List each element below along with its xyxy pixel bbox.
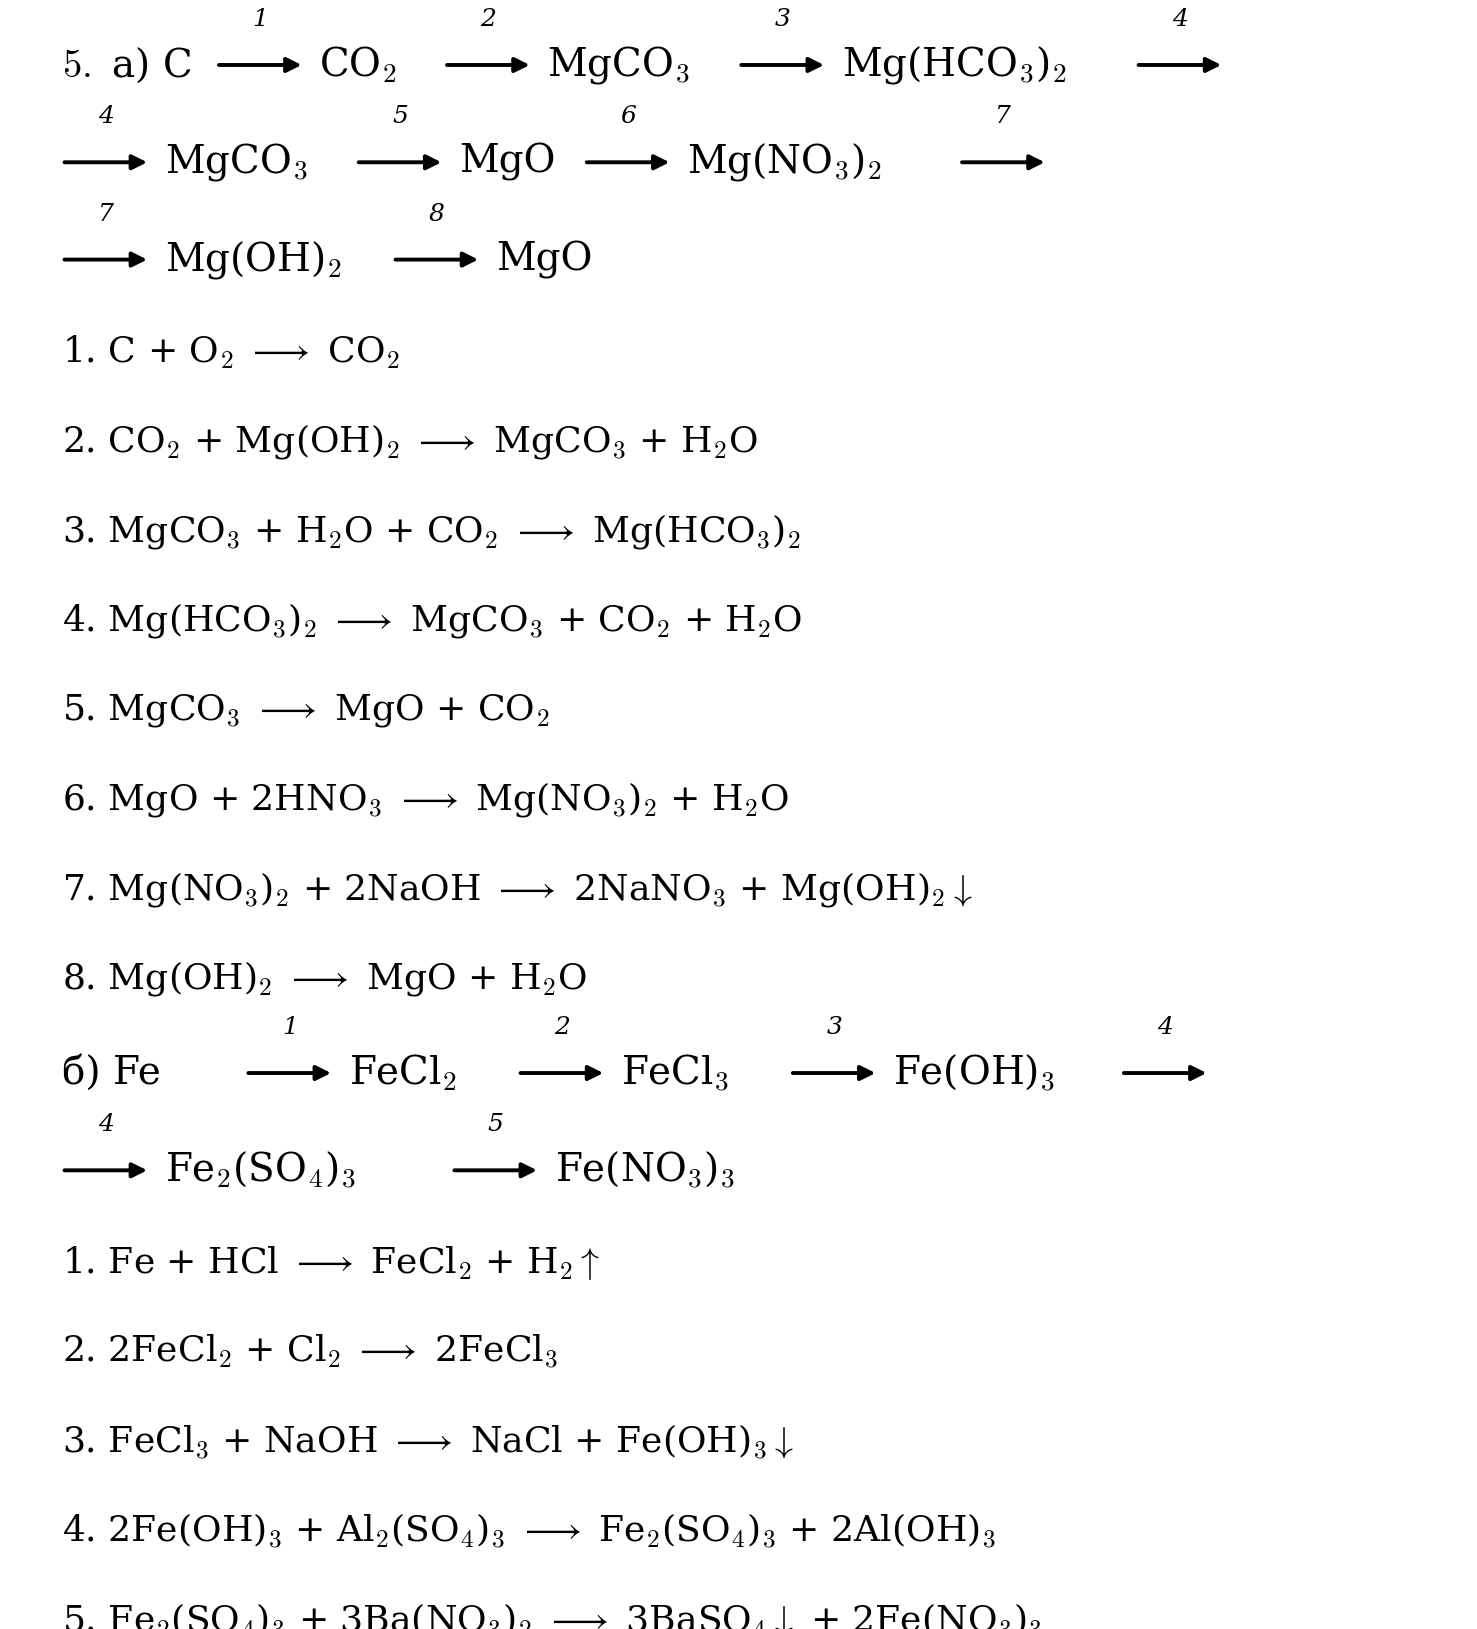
Text: MgCO$_3$: MgCO$_3$ [164, 142, 307, 184]
Text: 3: 3 [775, 8, 790, 31]
Text: 5: 5 [391, 106, 408, 129]
Text: 1: 1 [253, 8, 269, 31]
Text: 6. MgO + 2HNO$_3$ $\longrightarrow$ Mg(NO$_3$)$_2$ + H$_2$O: 6. MgO + 2HNO$_3$ $\longrightarrow$ Mg(N… [62, 780, 789, 819]
Text: 5: 5 [487, 1113, 504, 1137]
Text: 4: 4 [97, 106, 114, 129]
Text: FeCl$_3$: FeCl$_3$ [620, 1052, 730, 1093]
Text: 5. Fe$_2$(SO$_4$)$_3$ + 3Ba(NO$_3$)$_2$ $\longrightarrow$ 3BaSO$_4\downarrow$ + : 5. Fe$_2$(SO$_4$)$_3$ + 3Ba(NO$_3$)$_2$ … [62, 1601, 1043, 1629]
Text: MgCO$_3$: MgCO$_3$ [546, 44, 690, 86]
Text: FeCl$_2$: FeCl$_2$ [349, 1052, 456, 1093]
Text: 7: 7 [995, 106, 1012, 129]
Text: 4. Mg(HCO$_3$)$_2$ $\longrightarrow$ MgCO$_3$ + CO$_2$ + H$_2$O: 4. Mg(HCO$_3$)$_2$ $\longrightarrow$ MgC… [62, 601, 802, 640]
Text: 8. Mg(OH)$_2$ $\longrightarrow$ MgO + H$_2$O: 8. Mg(OH)$_2$ $\longrightarrow$ MgO + H$… [62, 959, 586, 999]
Text: 7. Mg(NO$_3$)$_2$ + 2NaOH $\longrightarrow$ 2NaNO$_3$ + Mg(OH)$_2\downarrow$: 7. Mg(NO$_3$)$_2$ + 2NaOH $\longrightarr… [62, 870, 972, 909]
Text: 3. MgCO$_3$ + H$_2$O + CO$_2$ $\longrightarrow$ Mg(HCO$_3$)$_2$: 3. MgCO$_3$ + H$_2$O + CO$_2$ $\longrigh… [62, 512, 801, 551]
Text: Mg(HCO$_3$)$_2$: Mg(HCO$_3$)$_2$ [842, 44, 1066, 86]
Text: Mg(NO$_3$)$_2$: Mg(NO$_3$)$_2$ [687, 142, 882, 184]
Text: 2: 2 [480, 8, 496, 31]
Text: 4. 2Fe(OH)$_3$ + Al$_2$(SO$_4$)$_3$ $\longrightarrow$ Fe$_2$(SO$_4$)$_3$ + 2Al(O: 4. 2Fe(OH)$_3$ + Al$_2$(SO$_4$)$_3$ $\lo… [62, 1512, 995, 1551]
Text: 2. CO$_2$ + Mg(OH)$_2$ $\longrightarrow$ MgCO$_3$ + H$_2$O: 2. CO$_2$ + Mg(OH)$_2$ $\longrightarrow$… [62, 422, 758, 461]
Text: б) Fe: б) Fe [62, 1054, 161, 1091]
Text: 7: 7 [97, 202, 114, 225]
Text: 2. 2FeCl$_2$ + Cl$_2$ $\longrightarrow$ 2FeCl$_3$: 2. 2FeCl$_2$ + Cl$_2$ $\longrightarrow$ … [62, 1333, 558, 1372]
Text: 4: 4 [97, 1113, 114, 1137]
Text: $\mathbf{5.}$ a) C: $\mathbf{5.}$ a) C [62, 46, 191, 85]
Text: Fe(NO$_3$)$_3$: Fe(NO$_3$)$_3$ [554, 1150, 734, 1191]
Text: 1: 1 [282, 1016, 298, 1039]
Text: Mg(OH)$_2$: Mg(OH)$_2$ [164, 238, 341, 280]
Text: 3: 3 [826, 1016, 842, 1039]
Text: 5. MgCO$_3$ $\longrightarrow$ MgO + CO$_2$: 5. MgCO$_3$ $\longrightarrow$ MgO + CO$_… [62, 692, 549, 728]
Text: Fe$_2$(SO$_4$)$_3$: Fe$_2$(SO$_4$)$_3$ [164, 1150, 354, 1191]
Text: 2: 2 [554, 1016, 570, 1039]
Text: 4: 4 [1171, 8, 1188, 31]
Text: 8: 8 [428, 202, 445, 225]
Text: 4: 4 [1158, 1016, 1173, 1039]
Text: MgO: MgO [496, 241, 592, 279]
Text: 1. C + O$_2$ $\longrightarrow$ CO$_2$: 1. C + O$_2$ $\longrightarrow$ CO$_2$ [62, 334, 399, 370]
Text: 6: 6 [620, 106, 637, 129]
Text: CO$_2$: CO$_2$ [319, 44, 397, 85]
Text: 1. Fe + HCl $\longrightarrow$ FeCl$_2$ + H$_2\uparrow$: 1. Fe + HCl $\longrightarrow$ FeCl$_2$ +… [62, 1245, 600, 1282]
Text: MgO: MgO [459, 143, 555, 181]
Text: 3. FeCl$_3$ + NaOH $\longrightarrow$ NaCl + Fe(OH)$_3\downarrow$: 3. FeCl$_3$ + NaOH $\longrightarrow$ NaC… [62, 1422, 793, 1461]
Text: Fe(OH)$_3$: Fe(OH)$_3$ [894, 1052, 1055, 1093]
